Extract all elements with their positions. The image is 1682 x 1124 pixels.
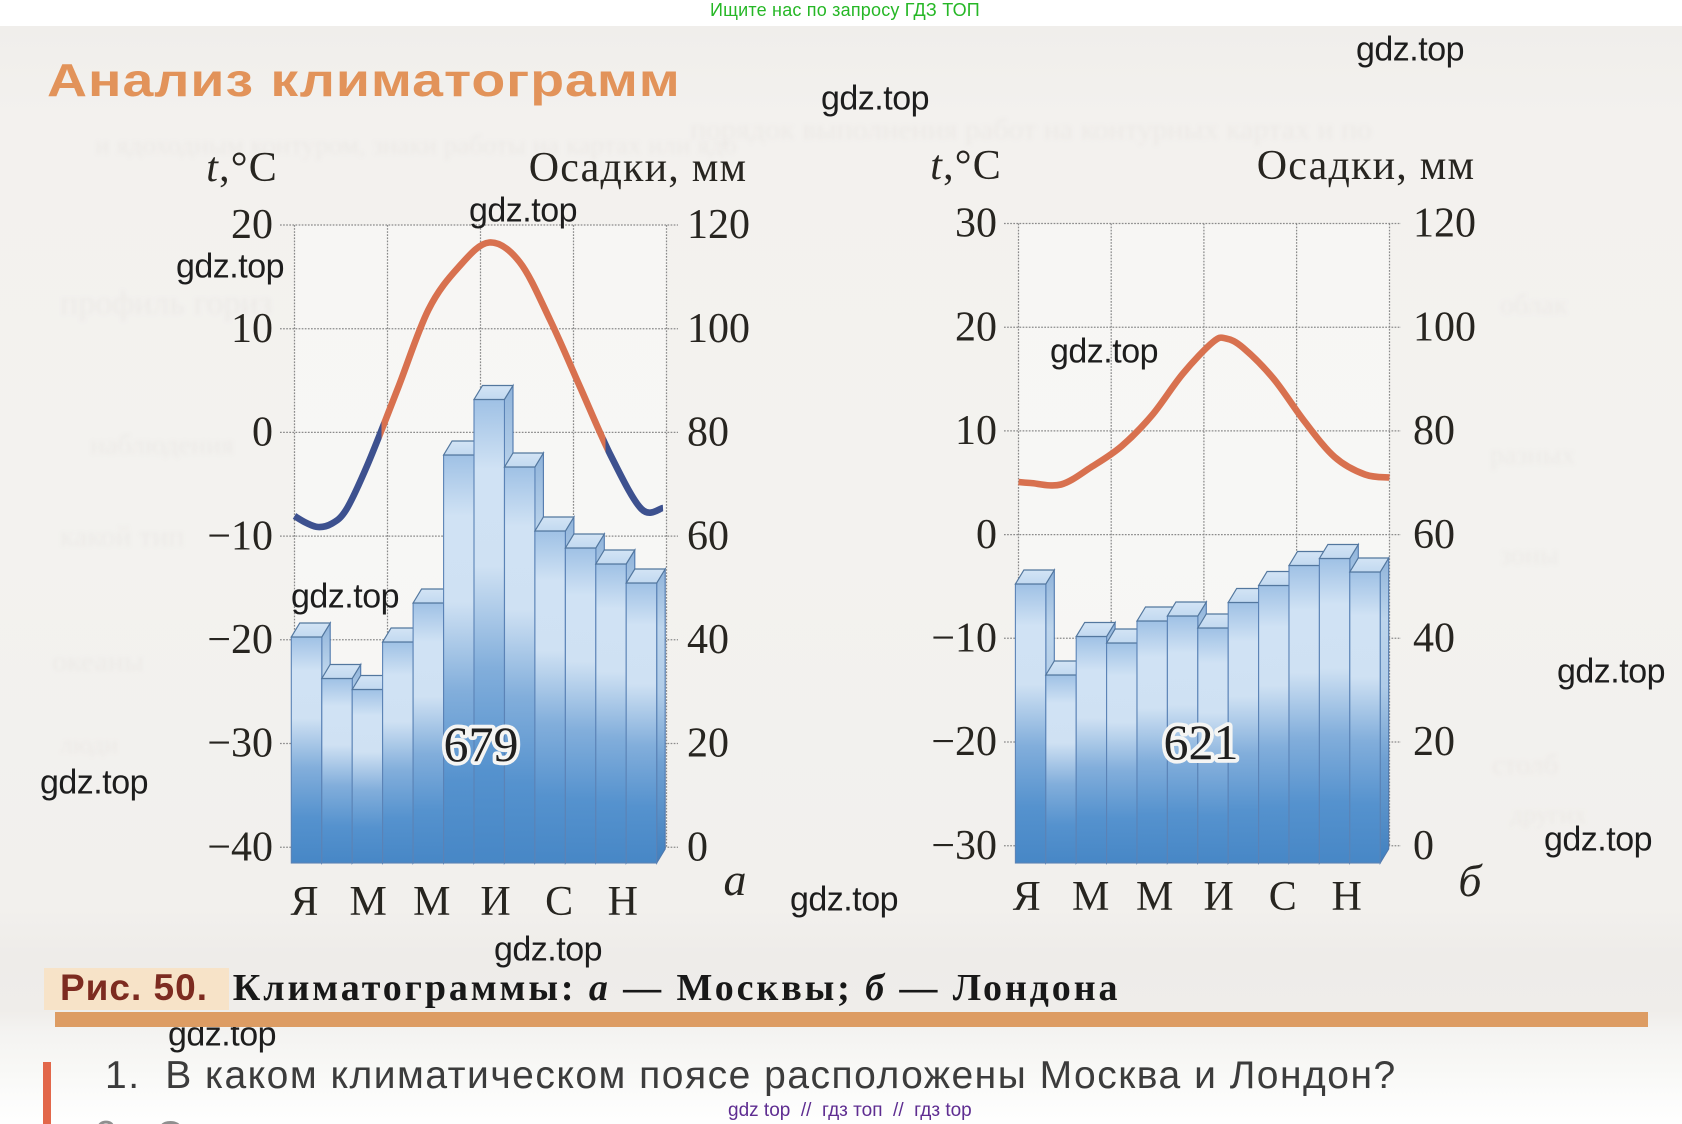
svg-text:0: 0 [687,824,708,870]
svg-text:Н: Н [608,879,638,925]
svg-text:−30: −30 [207,721,273,767]
svg-text:0: 0 [1413,823,1434,869]
svg-text:−40: −40 [207,824,273,870]
svg-text:80: 80 [1413,408,1455,454]
svg-text:679: 679 [444,716,519,772]
svg-text:Я: Я [290,879,318,925]
svg-text:10: 10 [231,306,273,352]
svg-text:М: М [413,879,450,925]
svg-text:М: М [350,879,387,925]
svg-text:С: С [1269,874,1297,920]
svg-text:−10: −10 [207,513,273,559]
svg-text:20: 20 [687,721,729,767]
svg-text:120: 120 [687,202,750,248]
svg-text:0: 0 [976,512,997,558]
svg-text:100: 100 [687,306,750,352]
svg-text:t,°C: t,°C [930,143,1002,189]
svg-text:И: И [480,879,510,925]
svg-text:б: б [1458,855,1483,906]
svg-text:Осадки, мм: Осадки, мм [529,145,748,191]
svg-text:60: 60 [687,513,729,559]
svg-text:t,°C: t,°C [206,145,278,191]
svg-text:20: 20 [1413,719,1455,765]
svg-text:С: С [545,879,573,925]
svg-text:И: И [1204,874,1234,920]
svg-text:20: 20 [231,202,273,248]
svg-text:60: 60 [1413,512,1455,558]
svg-text:М: М [1072,874,1109,920]
svg-text:30: 30 [955,201,997,247]
svg-text:20: 20 [955,304,997,350]
svg-text:0: 0 [252,410,273,456]
svg-text:80: 80 [687,410,729,456]
svg-text:М: М [1136,874,1173,920]
svg-text:100: 100 [1413,304,1476,350]
svg-text:Я: Я [1013,874,1041,920]
svg-text:−20: −20 [931,719,997,765]
svg-text:Н: Н [1332,874,1362,920]
svg-text:−10: −10 [931,616,997,662]
svg-text:120: 120 [1413,201,1476,247]
svg-text:10: 10 [955,408,997,454]
svg-text:40: 40 [1413,616,1455,662]
svg-text:621: 621 [1164,714,1239,770]
svg-text:−30: −30 [931,823,997,869]
svg-text:40: 40 [687,617,729,663]
svg-text:Осадки, мм: Осадки, мм [1257,143,1476,189]
svg-text:−20: −20 [207,617,273,663]
svg-text:а: а [724,854,747,905]
